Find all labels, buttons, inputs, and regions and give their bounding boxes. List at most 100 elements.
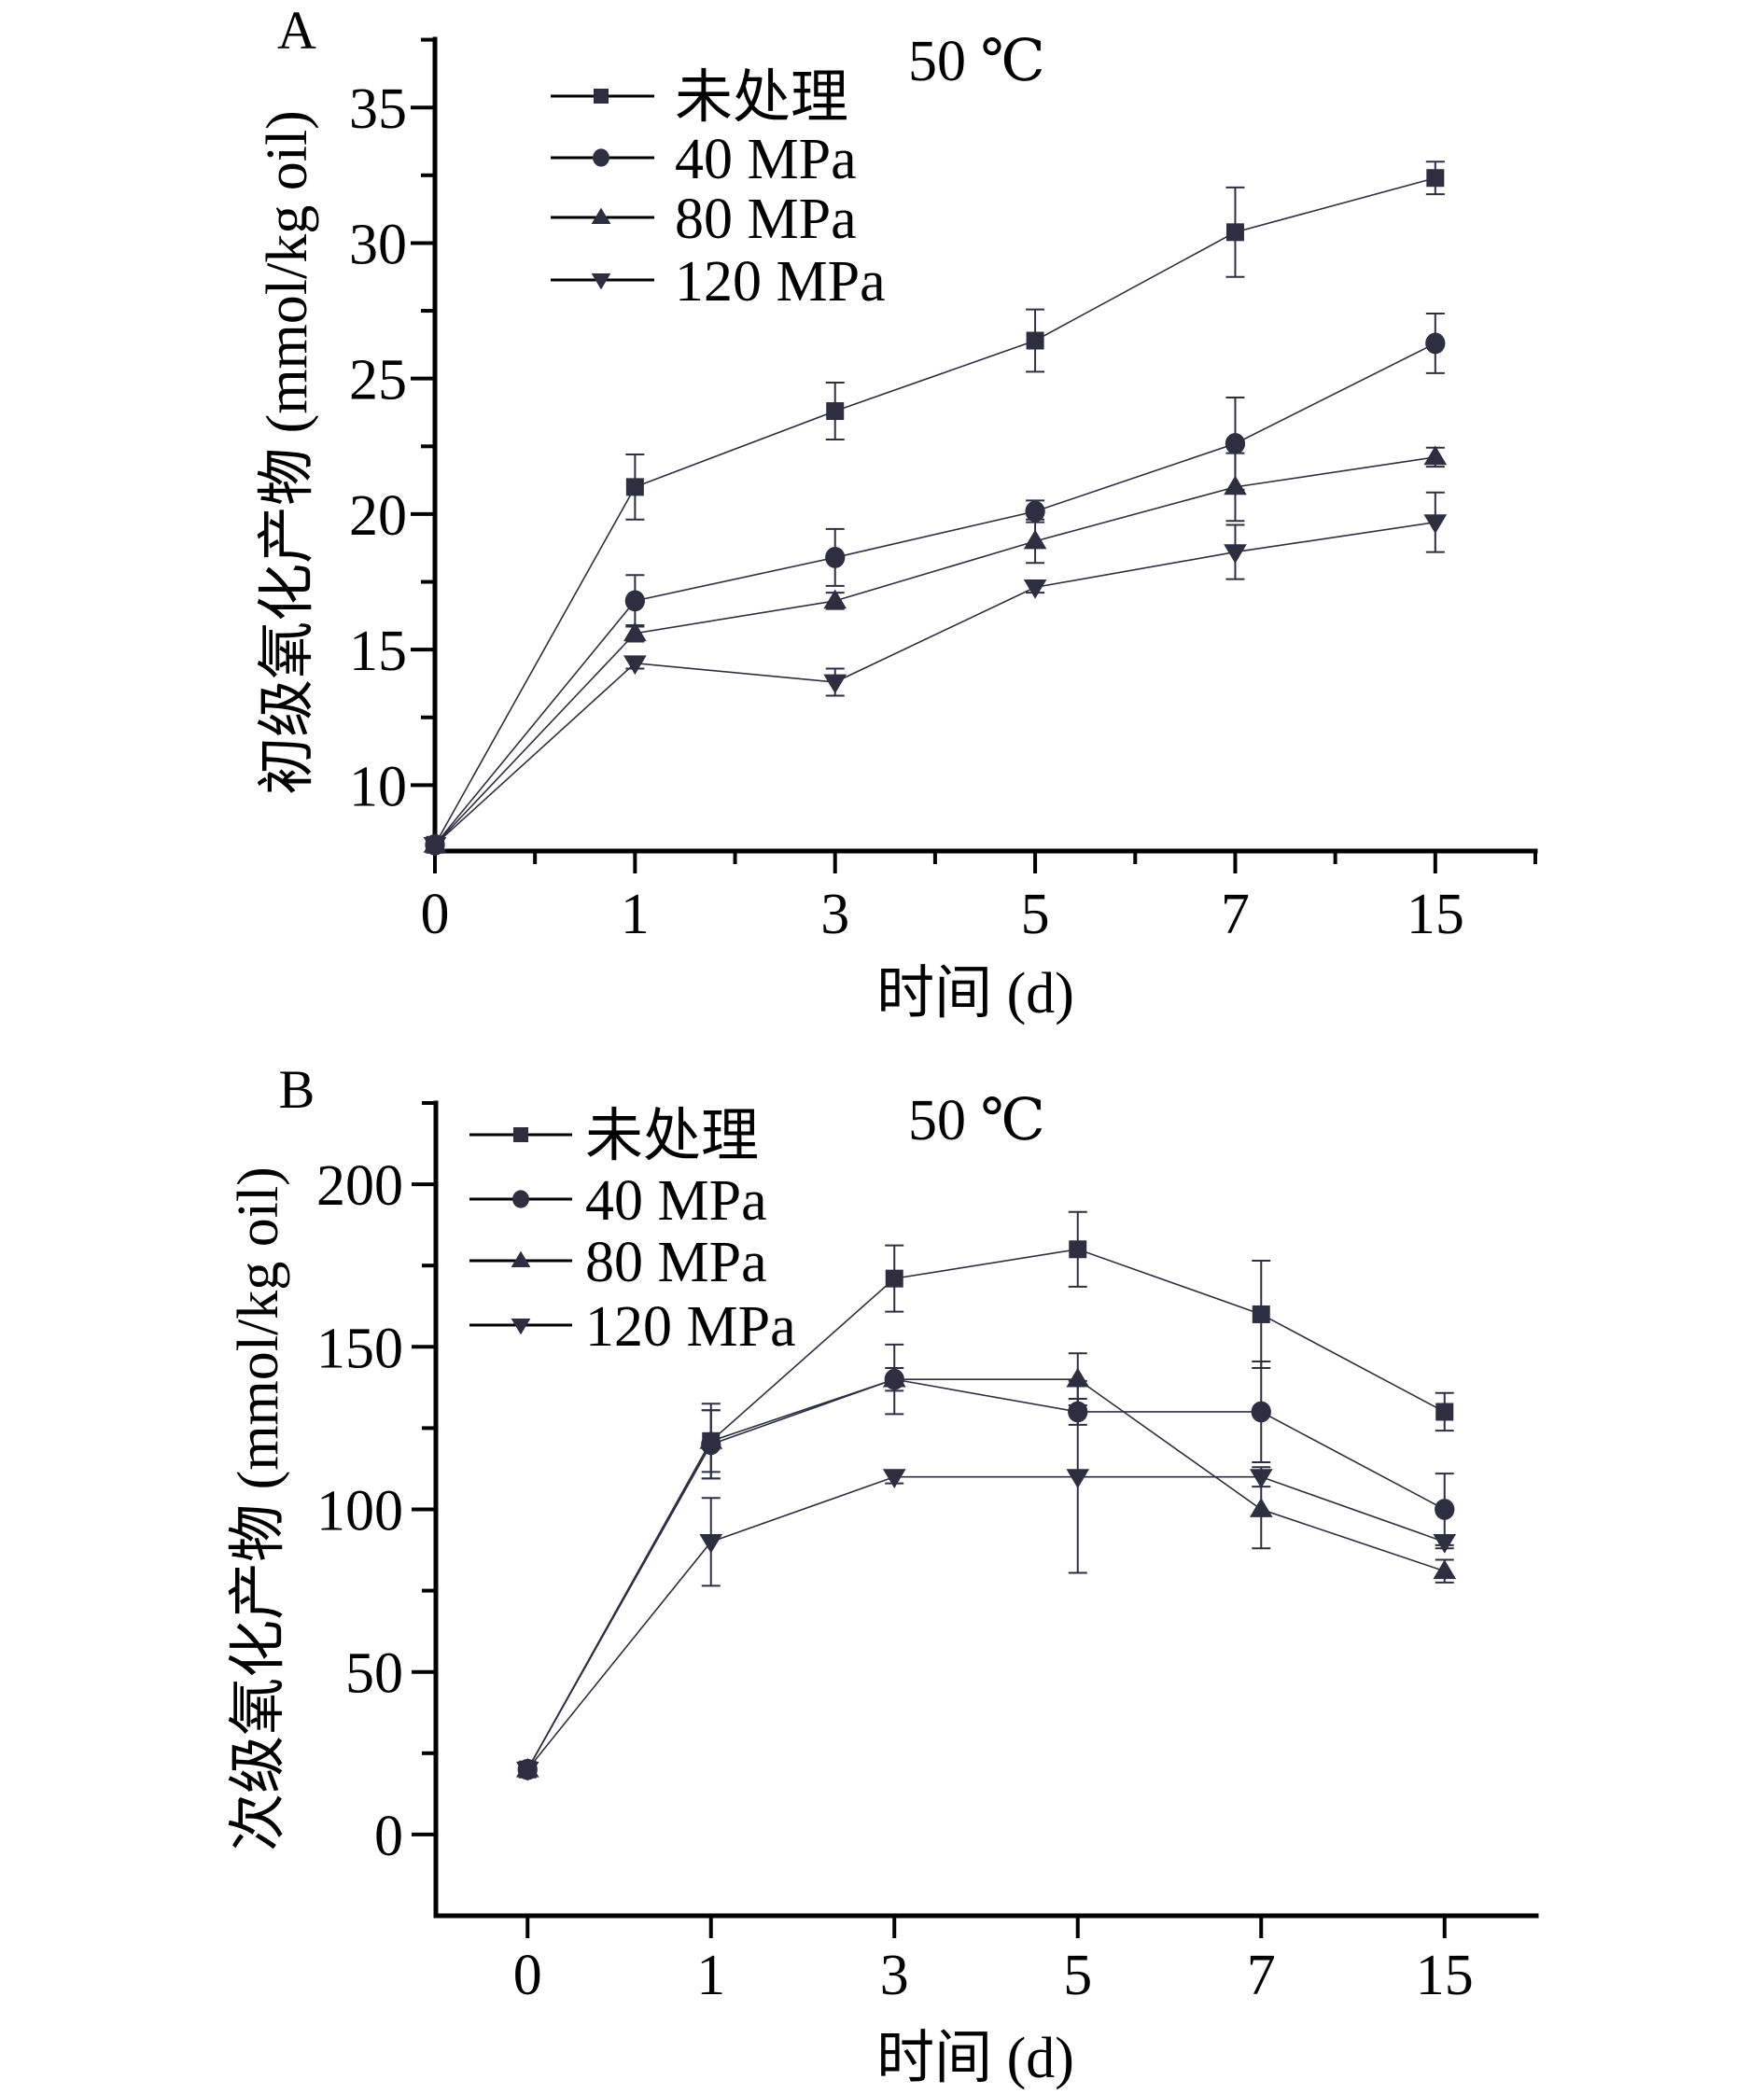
legend-marker xyxy=(593,148,609,167)
series-line xyxy=(526,1378,1446,1770)
legend-item: 40 MPa xyxy=(469,1169,767,1233)
data-point xyxy=(1425,332,1446,355)
legend-marker xyxy=(511,1250,531,1268)
data-point xyxy=(1069,1240,1087,1259)
data-point xyxy=(1066,1469,1090,1489)
data-point xyxy=(1225,433,1246,454)
y-tick-label: 0 xyxy=(374,1805,403,1868)
legend-label: 40 MPa xyxy=(585,1169,767,1233)
series-120-mpa xyxy=(515,1379,1457,1781)
x-tick-label: 5 xyxy=(1063,1944,1092,2007)
data-point xyxy=(1066,1367,1090,1388)
x-tick-label: 15 xyxy=(1416,1944,1474,2007)
data-point xyxy=(423,836,447,857)
series-line xyxy=(434,176,1436,845)
data-point xyxy=(882,1469,906,1489)
x-tick-label: 1 xyxy=(621,883,650,946)
temperature-annotation: 50 ℃ xyxy=(908,1089,1045,1152)
legend-marker xyxy=(513,1127,528,1142)
y-tick-label: 35 xyxy=(349,77,407,141)
series-80-mpa xyxy=(515,1352,1457,1778)
series-line xyxy=(526,1475,1446,1770)
legend-label: 未处理 xyxy=(585,1105,759,1168)
data-point xyxy=(1249,1498,1273,1517)
x-axis-title: 时间 (d) xyxy=(876,962,1074,1026)
data-point xyxy=(699,1533,723,1554)
data-point xyxy=(1026,331,1044,350)
y-tick-label: 25 xyxy=(349,349,407,412)
data-point xyxy=(1435,1499,1455,1520)
x-tick-label: 7 xyxy=(1221,883,1250,946)
legend-item: 120 MPa xyxy=(551,250,886,314)
x-tick-label: 15 xyxy=(1407,883,1464,946)
y-axis-title: 次级氧化产物 (mmol/kg oil) xyxy=(227,1166,290,1851)
data-point xyxy=(623,655,647,676)
panel-b-chart: 0 50 100 150 200 0 1 3 5 7 15 时间 (d) 次级氧化产物 (mmol/kg… xyxy=(227,1059,1539,2090)
y-tick-label: 10 xyxy=(349,755,407,818)
series-40-mpa xyxy=(425,312,1446,856)
data-point xyxy=(1423,445,1448,466)
legend-item: 未处理 xyxy=(551,66,848,130)
data-point xyxy=(1224,544,1247,564)
data-point xyxy=(1251,1401,1271,1423)
y-tick-label: 200 xyxy=(316,1154,403,1218)
y-tick-label: 50 xyxy=(345,1642,403,1706)
legend-marker xyxy=(591,207,611,225)
data-point xyxy=(885,1269,903,1288)
series-line xyxy=(434,342,1436,845)
legend-marker xyxy=(512,1190,529,1208)
data-point xyxy=(823,589,847,609)
data-point xyxy=(1435,1403,1454,1421)
y-tick-label: 150 xyxy=(316,1317,403,1380)
data-point xyxy=(1225,223,1244,242)
series-120-mpa xyxy=(423,491,1448,857)
series-80-mpa xyxy=(423,445,1448,853)
legend-item: 80 MPa xyxy=(551,188,857,251)
legend-marker xyxy=(511,1318,531,1335)
legend-item: 未处理 xyxy=(469,1105,759,1168)
x-tick-label: 0 xyxy=(513,1944,542,2007)
temperature-annotation: 50 ℃ xyxy=(908,30,1045,93)
data-point xyxy=(515,1761,539,1781)
x-axis-title: 时间 (d) xyxy=(876,2027,1074,2090)
data-point xyxy=(1023,529,1047,550)
legend-label: 120 MPa xyxy=(675,250,886,314)
x-tick-label: 1 xyxy=(696,1944,725,2007)
legend-item: 80 MPa xyxy=(469,1231,767,1294)
legend-label: 80 MPa xyxy=(585,1231,767,1294)
data-point xyxy=(1433,1559,1457,1580)
data-point xyxy=(882,1367,906,1388)
data-point xyxy=(1252,1305,1270,1323)
data-point xyxy=(823,674,847,694)
legend-marker xyxy=(594,89,609,104)
legend-label: 120 MPa xyxy=(585,1295,796,1359)
data-point xyxy=(699,1429,723,1449)
data-point xyxy=(1025,500,1045,523)
y-tick-label: 20 xyxy=(349,484,407,548)
data-point xyxy=(624,590,646,612)
y-tick-label: 100 xyxy=(316,1480,403,1543)
x-tick-label: 0 xyxy=(421,883,450,946)
legend-label: 未处理 xyxy=(675,66,848,130)
data-point xyxy=(1023,579,1047,599)
series-line xyxy=(434,456,1435,845)
legend-label: 80 MPa xyxy=(675,188,857,251)
data-point xyxy=(825,547,846,568)
data-point xyxy=(1426,169,1445,188)
data-point xyxy=(625,478,644,496)
data-point xyxy=(1249,1469,1273,1489)
series-未处理 xyxy=(426,161,1445,854)
data-point xyxy=(1224,475,1247,496)
legend-item: 120 MPa xyxy=(469,1295,796,1359)
x-tick-label: 3 xyxy=(880,1944,909,2007)
series-40-mpa xyxy=(517,1343,1455,1780)
legend-marker xyxy=(591,272,611,290)
x-tick-label: 7 xyxy=(1247,1944,1276,2007)
data-point xyxy=(1423,514,1448,535)
x-tick-label: 3 xyxy=(820,883,849,946)
y-tick-label: 30 xyxy=(349,213,407,276)
data-point xyxy=(623,621,647,642)
panel-label: B xyxy=(279,1059,315,1120)
